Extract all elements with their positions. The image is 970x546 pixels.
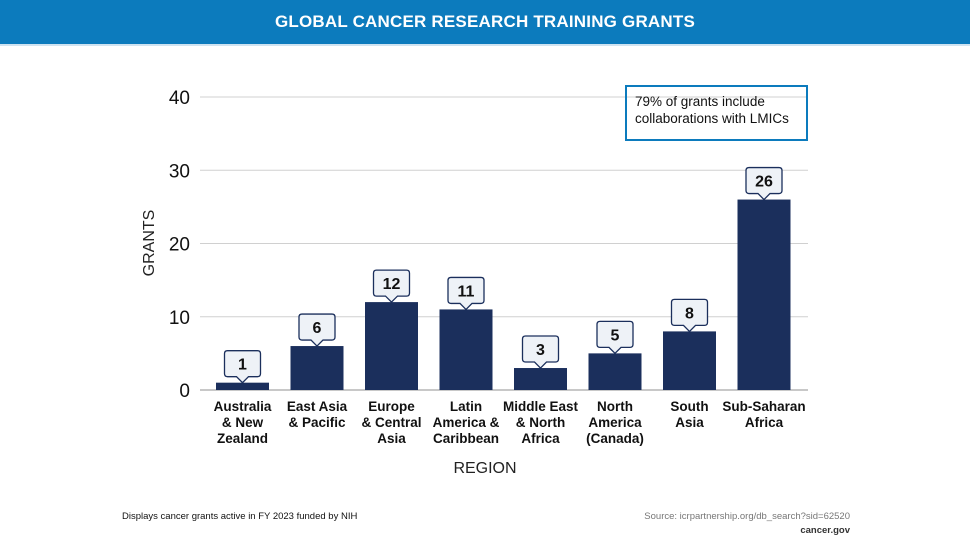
source-text: Source: icrpartnership.org/db_search?sid…	[644, 511, 850, 522]
data-label-callout	[447, 276, 485, 311]
x-tick-label: Latin	[450, 399, 482, 414]
data-label-callout	[223, 350, 262, 384]
x-tick-label: Europe	[368, 399, 415, 414]
data-label-callout	[521, 335, 560, 369]
x-axis-label: REGION	[453, 460, 516, 477]
x-tick-label: Sub-Saharan	[722, 399, 805, 414]
data-label: 8	[685, 305, 694, 322]
data-label-callout	[745, 166, 783, 201]
data-label-callout	[670, 298, 709, 333]
x-tick-label: Zealand	[217, 431, 268, 446]
data-label: 12	[383, 276, 401, 293]
x-tick-label: America	[588, 415, 642, 430]
bar	[737, 199, 791, 390]
x-tick-label: Asia	[377, 431, 406, 446]
x-tick-label: & Central	[361, 415, 421, 430]
data-label-callout	[596, 320, 634, 355]
data-label: 3	[536, 342, 545, 359]
title-bar: GLOBAL CANCER RESEARCH TRAINING GRANTS	[0, 0, 970, 46]
data-label-callout	[372, 269, 411, 304]
data-label: 1	[238, 357, 247, 374]
bar	[290, 346, 344, 390]
y-tick-label: 10	[169, 308, 190, 329]
x-tick-label: Africa	[521, 431, 560, 446]
x-tick-label: Australia	[214, 399, 272, 414]
y-tick-label: 40	[169, 88, 190, 109]
bar	[514, 368, 567, 390]
x-tick-label: Caribbean	[433, 431, 499, 446]
data-label: 26	[755, 174, 773, 191]
bar	[216, 382, 269, 390]
data-label: 5	[611, 327, 620, 344]
bar	[365, 302, 418, 390]
x-tick-label: Middle East	[503, 399, 579, 414]
bar	[663, 331, 716, 390]
footnote: Displays cancer grants active in FY 2023…	[122, 511, 358, 522]
data-label-callout	[298, 313, 336, 347]
y-tick-label: 20	[169, 235, 190, 256]
x-tick-label: East Asia	[287, 399, 348, 414]
annotation-box: 79% of grants include collaborations wit…	[625, 85, 808, 141]
x-tick-label: South	[670, 399, 708, 414]
y-tick-label: 30	[169, 161, 190, 182]
org-text: cancer.gov	[800, 525, 850, 536]
x-tick-label: North	[597, 399, 633, 414]
data-label: 6	[313, 320, 322, 337]
x-tick-label: & North	[516, 415, 566, 430]
x-tick-label: Africa	[745, 415, 784, 430]
source-block: Source: icrpartnership.org/db_search?sid…	[644, 510, 850, 538]
x-tick-label: & New	[222, 415, 264, 430]
x-tick-label: Asia	[675, 415, 704, 430]
y-axis-label: GRANTS	[141, 210, 158, 277]
bar	[588, 353, 642, 390]
bar	[439, 309, 493, 390]
chart-title: GLOBAL CANCER RESEARCH TRAINING GRANTS	[274, 12, 696, 31]
data-label: 11	[458, 283, 475, 300]
x-tick-label: (Canada)	[586, 431, 644, 446]
y-tick-label: 0	[179, 381, 190, 402]
x-tick-label: America &	[433, 415, 500, 430]
x-tick-label: & Pacific	[288, 415, 346, 430]
